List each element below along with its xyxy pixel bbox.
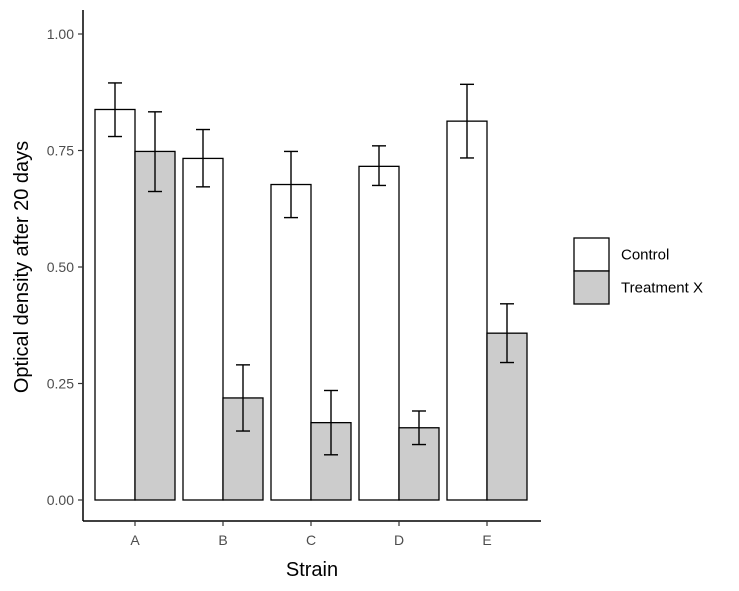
x-tick-label: D bbox=[394, 532, 404, 548]
error-bar bbox=[108, 82, 122, 138]
plot-area bbox=[94, 82, 528, 501]
bar-c-control bbox=[270, 183, 312, 501]
x-axis-title: Strain bbox=[286, 559, 338, 581]
axes bbox=[82, 10, 541, 522]
y-tick-label: 0.00 bbox=[47, 492, 74, 508]
y-tick-label: 1.00 bbox=[47, 26, 74, 42]
error-bar bbox=[324, 389, 338, 456]
error-bar bbox=[460, 83, 474, 159]
error-bar bbox=[372, 145, 386, 187]
bar-b-control bbox=[182, 157, 224, 501]
y-axis-title: Optical density after 20 days bbox=[11, 141, 33, 393]
x-tick-label: B bbox=[218, 532, 227, 548]
legend: Control Treatment X bbox=[573, 237, 703, 305]
legend-label-control: Control bbox=[621, 247, 669, 264]
error-bar bbox=[284, 150, 298, 219]
error-bar bbox=[412, 410, 426, 446]
error-bar bbox=[196, 128, 210, 188]
x-tick-label: E bbox=[482, 532, 491, 548]
legend-label-treatment-x: Treatment X bbox=[621, 280, 703, 297]
bar-a-control bbox=[94, 108, 136, 501]
y-tick-label: 0.25 bbox=[47, 376, 74, 392]
y-tick-label: 0.75 bbox=[47, 143, 74, 159]
legend-key-treatment-x bbox=[573, 270, 610, 305]
y-tick-label: 0.50 bbox=[47, 259, 74, 275]
legend-key-control bbox=[573, 237, 610, 272]
bar-a-treatment-x bbox=[134, 150, 176, 501]
x-tick-label: C bbox=[306, 532, 316, 548]
bar-e-control bbox=[446, 120, 488, 501]
x-ticks: A B C D E bbox=[130, 521, 492, 548]
error-bar bbox=[148, 111, 162, 193]
error-bar bbox=[236, 364, 250, 432]
x-tick-label: A bbox=[130, 532, 140, 548]
error-bar bbox=[500, 303, 514, 364]
bar-d-control bbox=[358, 165, 400, 501]
y-ticks: 0.00 0.25 0.50 0.75 1.00 bbox=[47, 26, 83, 508]
